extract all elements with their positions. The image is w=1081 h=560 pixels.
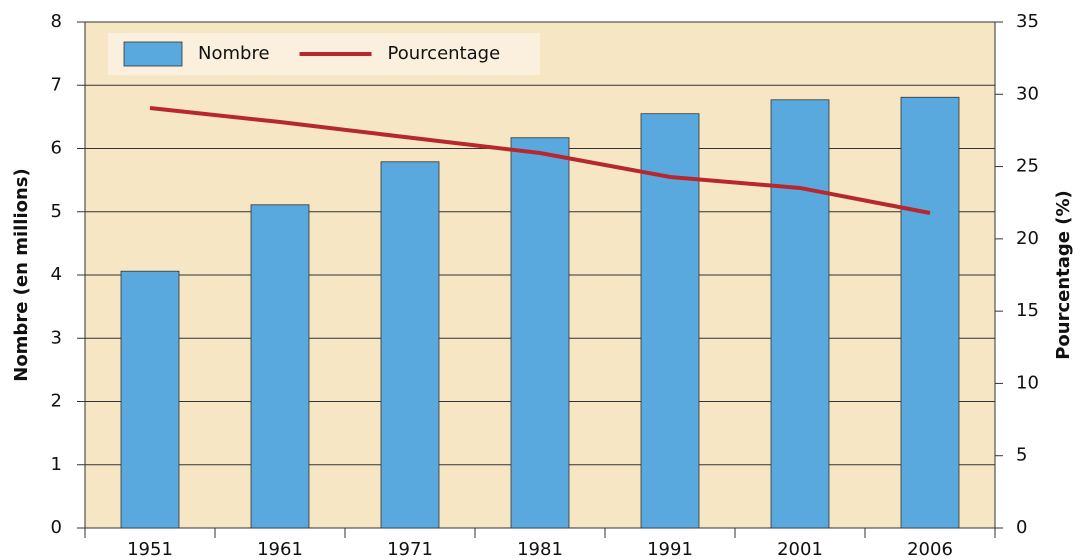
y-tick-label: 2 bbox=[51, 391, 62, 412]
line bbox=[149, 106, 931, 215]
y-tick-label: 3 bbox=[51, 327, 62, 348]
y2-tick-label: 15 bbox=[1016, 300, 1039, 321]
x-tick-label: 1981 bbox=[517, 539, 563, 560]
y-tick-label: 1 bbox=[51, 454, 62, 475]
y2-tick-label: 20 bbox=[1016, 228, 1039, 249]
bar bbox=[640, 113, 700, 529]
legend-swatch bbox=[123, 41, 183, 67]
y2-tick-label: 35 bbox=[1016, 11, 1039, 32]
y-tick-label: 0 bbox=[51, 517, 62, 538]
y-tick-label: 7 bbox=[51, 74, 62, 95]
y2-tick-label: 25 bbox=[1016, 156, 1039, 177]
x-tick-label: 2006 bbox=[907, 539, 953, 560]
y2-axis-label: Pourcentage (%) bbox=[1053, 190, 1074, 360]
bar bbox=[510, 137, 570, 529]
y-axis-label: Nombre (en millions) bbox=[11, 168, 32, 382]
x-tick-label: 1961 bbox=[257, 539, 303, 560]
bar bbox=[250, 204, 310, 529]
y-tick-label: 6 bbox=[51, 138, 62, 159]
x-tick-label: 1951 bbox=[127, 539, 173, 560]
legend-label: Nombre bbox=[198, 43, 270, 64]
y2-tick-label: 30 bbox=[1016, 83, 1039, 104]
legend-label: Pourcentage bbox=[388, 43, 501, 64]
y2-tick-label: 5 bbox=[1016, 445, 1027, 466]
bar bbox=[120, 270, 180, 529]
x-tick-label: 2001 bbox=[777, 539, 823, 560]
x-tick-label: 1991 bbox=[647, 539, 693, 560]
y2-tick-label: 10 bbox=[1016, 372, 1039, 393]
y2-tick-label: 0 bbox=[1016, 517, 1027, 538]
y-tick-label: 8 bbox=[51, 11, 62, 32]
bar bbox=[770, 99, 830, 529]
bar bbox=[900, 96, 960, 529]
y-tick-label: 5 bbox=[51, 201, 62, 222]
x-tick-label: 1971 bbox=[387, 539, 433, 560]
y-tick-label: 4 bbox=[51, 264, 62, 285]
bar bbox=[380, 161, 440, 529]
